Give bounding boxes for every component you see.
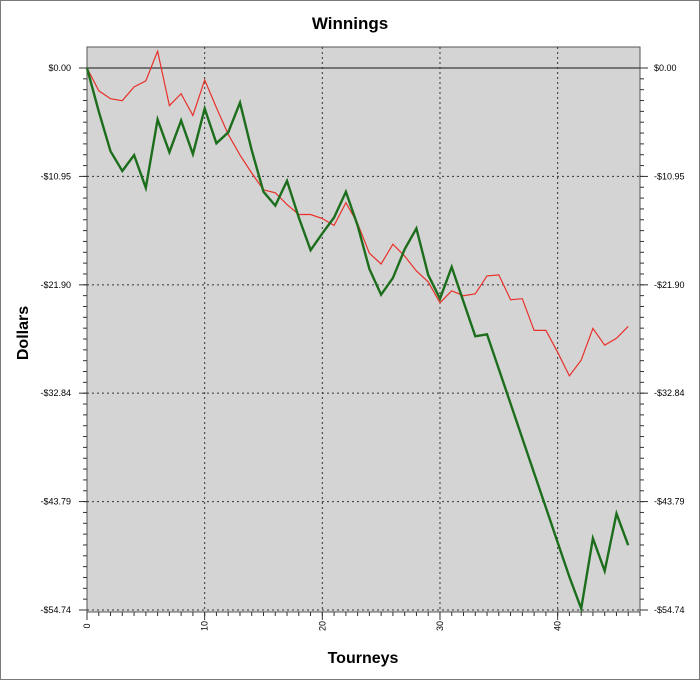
y-tick-label-right: -$21.90 xyxy=(654,280,685,290)
x-tick-label: 20 xyxy=(317,621,327,631)
x-tick-label: 10 xyxy=(200,621,210,631)
x-axis-title: Tourneys xyxy=(328,650,399,667)
y-tick-label-left: -$10.95 xyxy=(40,171,71,181)
y-tick-label-left: $0.00 xyxy=(48,63,71,73)
y-tick-label-left: -$21.90 xyxy=(40,280,71,290)
x-tick-label: 40 xyxy=(553,621,563,631)
y-tick-label-right: -$43.79 xyxy=(654,497,685,507)
series-line-2 xyxy=(85,67,630,614)
y-tick-label-left: -$32.84 xyxy=(40,388,71,398)
plot-area: $0.00 $0.00 -$10.95 -$10.95 -$21.90 -$21.90 -$… xyxy=(40,46,685,631)
y-tick-label-right: -$54.74 xyxy=(654,605,685,615)
y-tick-label-left: -$43.79 xyxy=(40,497,71,507)
chart-title: Winnings xyxy=(312,14,388,33)
x-tick-label: 0 xyxy=(82,623,92,628)
plot-background xyxy=(86,46,641,613)
y-tick-label-right: $0.00 xyxy=(654,63,677,73)
y-axis-title: Dollars xyxy=(15,306,32,360)
y-tick-label-right: -$10.95 xyxy=(654,171,685,181)
x-tick-label: 30 xyxy=(435,621,445,631)
y-tick-label-right: -$32.84 xyxy=(654,388,685,398)
y-tick-label-left: -$54.74 xyxy=(40,605,71,615)
